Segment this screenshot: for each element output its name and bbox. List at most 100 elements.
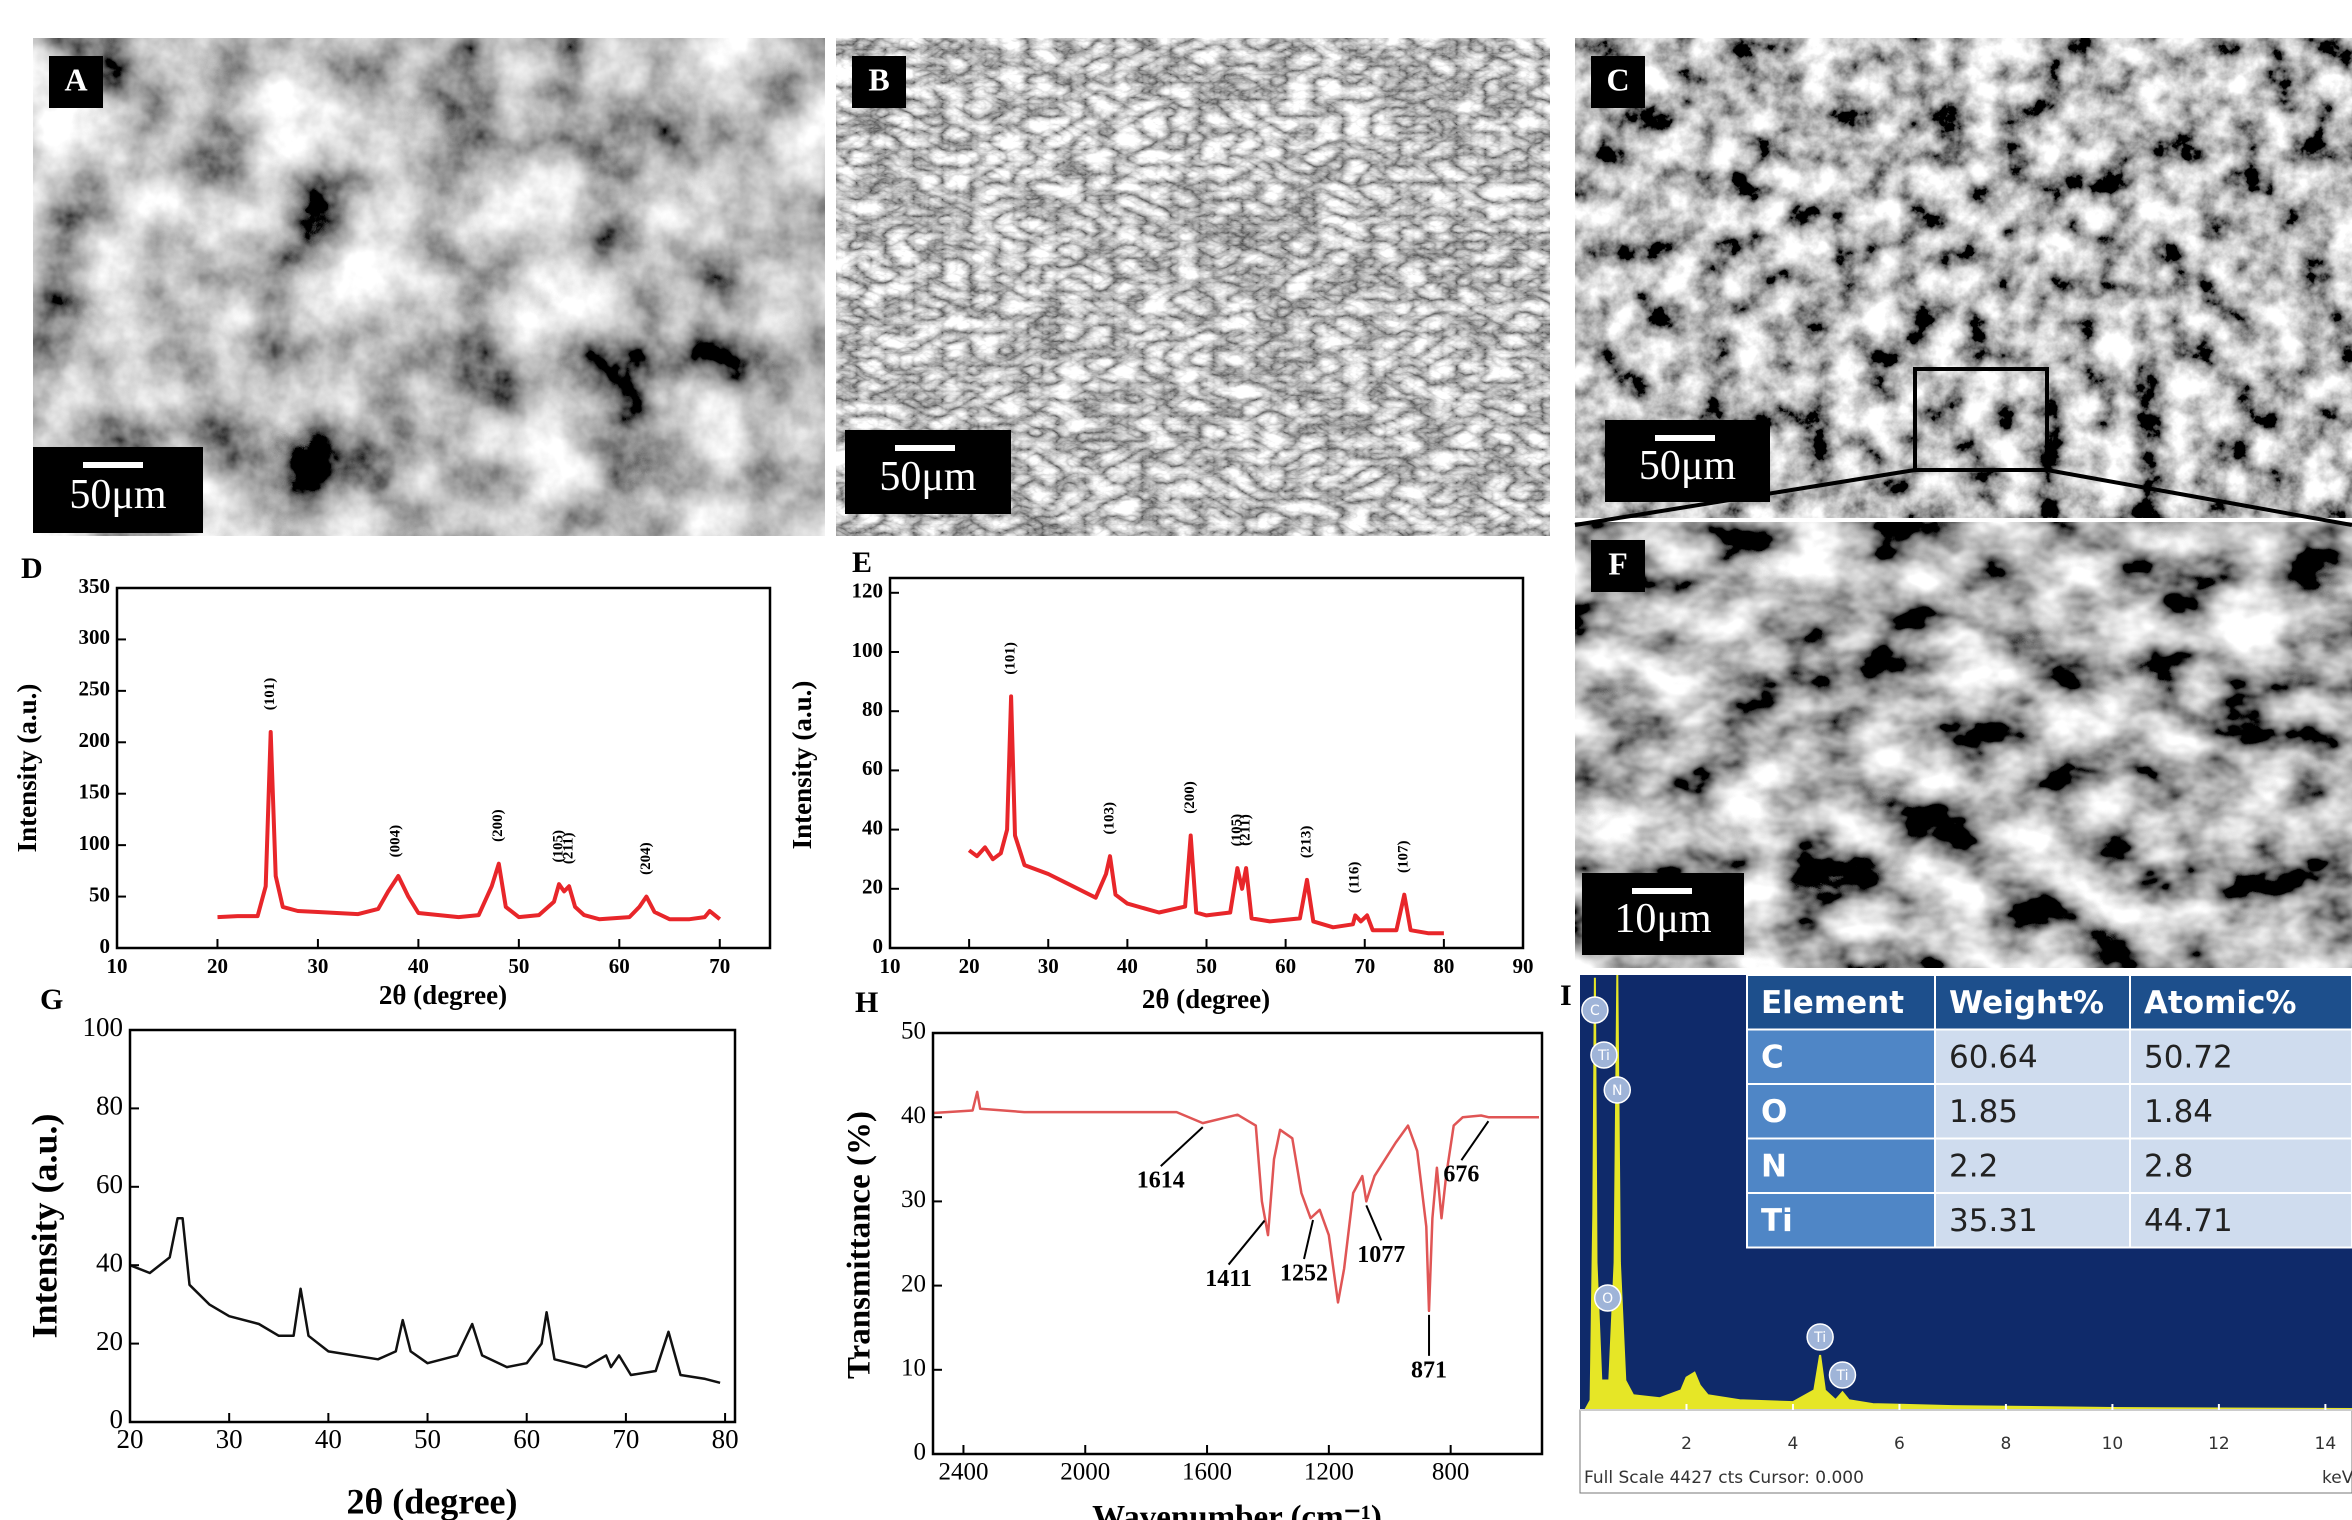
table-cell-text: 2.8 <box>2144 1148 2193 1184</box>
footer-text: Full Scale 4427 cts Cursor: 0.000 <box>1584 1468 1864 1488</box>
x-tick-label: 60 <box>513 1424 540 1454</box>
panel-label: H <box>855 986 878 1019</box>
table-cell-text: 1.84 <box>2144 1094 2213 1130</box>
x-tick-label: 80 <box>1433 954 1454 978</box>
panel-label: G <box>40 983 63 1016</box>
y-tick-label: 20 <box>901 1270 926 1297</box>
data-line <box>130 1218 720 1383</box>
peak-label: (211) <box>561 832 577 864</box>
y-tick-label: 20 <box>862 875 883 899</box>
peak-label: (101) <box>262 678 278 711</box>
x-tick-label: 800 <box>1432 1459 1470 1486</box>
panel-label: D <box>21 552 43 585</box>
peak-label: (107) <box>1396 840 1412 873</box>
x-tick-label: 20 <box>207 954 228 978</box>
peak-label: 1252 <box>1280 1260 1328 1286</box>
x-tick-label: 50 <box>414 1424 441 1454</box>
x-tick-label: 40 <box>408 954 429 978</box>
peak-label: (116) <box>1347 862 1363 894</box>
x-tick-label: 12 <box>2208 1434 2230 1454</box>
peak-label: 871 <box>1411 1357 1447 1383</box>
table-header: Element <box>1761 985 1904 1021</box>
x-axis-label: 2θ (degree) <box>379 980 507 1010</box>
x-axis-label: 2θ (degree) <box>346 1481 517 1520</box>
x-tick-label: 1600 <box>1182 1459 1232 1486</box>
page: A50μmB50μmC50μmF10μmD0501001502002503003… <box>0 0 2352 1520</box>
table-cell-text: C <box>1761 1039 1784 1075</box>
element-marker-label: Ti <box>1835 1368 1848 1384</box>
element-marker-label: C <box>1590 1003 1600 1019</box>
y-tick-label: 200 <box>79 728 111 752</box>
x-tick-label: 40 <box>315 1424 342 1454</box>
y-tick-label: 120 <box>852 579 884 603</box>
panel-label: C <box>1606 61 1629 97</box>
y-tick-label: 100 <box>852 638 884 662</box>
peak-arrow <box>1229 1221 1265 1265</box>
scale-bar-label: 10μm <box>1614 896 1712 942</box>
x-tick-label: 2000 <box>1060 1459 1110 1486</box>
y-tick-label: 10 <box>901 1355 926 1382</box>
x-tick-label: 70 <box>612 1424 639 1454</box>
x-tick-label: 50 <box>1196 954 1217 978</box>
table-cell-text: Ti <box>1761 1203 1793 1239</box>
panel-label: B <box>868 61 889 97</box>
x-tick-label: 70 <box>709 954 730 978</box>
y-axis-label: Intensity (a.u.) <box>787 681 817 850</box>
scale-bar-label: 50μm <box>69 472 167 518</box>
scale-bar-label: 50μm <box>1639 443 1737 489</box>
y-tick-label: 150 <box>79 780 111 804</box>
peak-label: (101) <box>1002 642 1018 675</box>
x-tick-label: 14 <box>2315 1434 2337 1454</box>
x-tick-label: 10 <box>880 954 901 978</box>
x-tick-label: 30 <box>216 1424 243 1454</box>
x-tick-label: 40 <box>1117 954 1138 978</box>
y-tick-label: 250 <box>79 677 111 701</box>
y-axis-label: Intensity (a.u.) <box>12 684 42 853</box>
element-marker-label: N <box>1612 1083 1622 1099</box>
panel-label: I <box>1560 979 1572 1012</box>
x-tick-label: 30 <box>1038 954 1059 978</box>
table-cell-text: 1.85 <box>1949 1094 2018 1130</box>
peak-arrow <box>1161 1127 1203 1166</box>
x-tick-label: 2400 <box>938 1459 988 1486</box>
x-axis-label: Wavenumber (cm⁻¹) <box>1092 1500 1382 1520</box>
table-cell-text: O <box>1761 1094 1787 1130</box>
plot-frame <box>890 578 1523 948</box>
table-header: Weight% <box>1949 985 2104 1021</box>
data-line <box>969 696 1444 933</box>
y-tick-label: 100 <box>79 831 111 855</box>
element-marker-label: Ti <box>1813 1330 1826 1346</box>
x-tick-label: 60 <box>1275 954 1296 978</box>
x-tick-label: 8 <box>2001 1434 2012 1454</box>
y-tick-label: 50 <box>901 1018 926 1045</box>
y-tick-label: 20 <box>96 1326 123 1356</box>
y-tick-label: 80 <box>862 697 883 721</box>
peak-label: 676 <box>1443 1162 1479 1188</box>
peak-arrow <box>1304 1220 1313 1259</box>
table-cell-text: 50.72 <box>2144 1039 2233 1075</box>
x-tick-label: 80 <box>712 1424 739 1454</box>
plot-frame <box>117 588 770 948</box>
table-header: Atomic% <box>2144 985 2296 1021</box>
peak-arrow <box>1461 1121 1488 1160</box>
x-axis-label: keV <box>2322 1468 2352 1488</box>
x-tick-label: 2 <box>1681 1434 1692 1454</box>
panel-label: A <box>64 61 87 97</box>
y-tick-label: 80 <box>96 1091 123 1121</box>
table-cell-text: 44.71 <box>2144 1203 2233 1239</box>
plot-frame <box>933 1033 1542 1454</box>
table-cell-text: N <box>1761 1148 1787 1184</box>
y-tick-label: 40 <box>96 1247 123 1277</box>
table-cell-text: 2.2 <box>1949 1148 1998 1184</box>
y-tick-label: 300 <box>79 625 111 649</box>
x-tick-label: 90 <box>1513 954 1534 978</box>
x-tick-label: 70 <box>1354 954 1375 978</box>
y-tick-label: 350 <box>79 574 111 598</box>
panel-label: E <box>852 546 872 579</box>
data-line <box>218 732 720 919</box>
peak-label: (204) <box>638 842 654 875</box>
peak-label: (103) <box>1101 802 1117 835</box>
panel-label: F <box>1608 545 1628 581</box>
x-tick-label: 30 <box>307 954 328 978</box>
figure: A50μmB50μmC50μmF10μmD0501001502002503003… <box>0 0 2352 1520</box>
